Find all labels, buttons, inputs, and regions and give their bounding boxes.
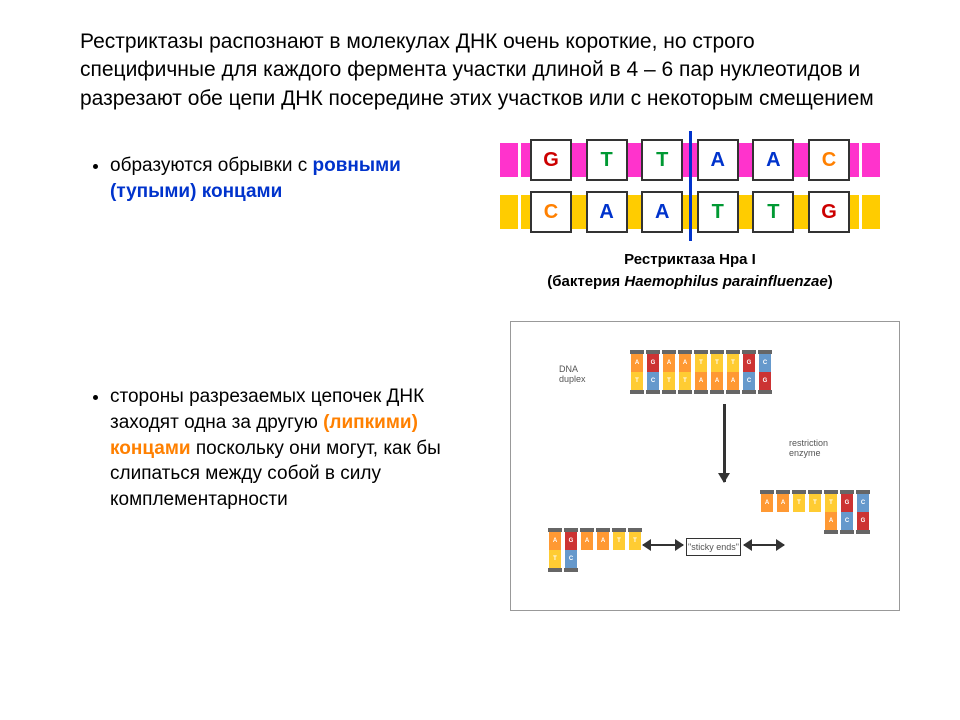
base-box: A [641,191,683,233]
base-pair: AT [580,528,594,572]
base-pair: CG [856,490,870,534]
arrow-left-icon [643,544,683,546]
base-pair: TA [824,490,838,534]
base-pair: TA [726,350,740,394]
helix-fragment-right: ATATTATATAGCCG [759,490,871,534]
label-restriction-enzyme: restrictionenzyme [789,438,828,458]
diagrams-column: GTTAAC CAATTG Рестриктаза Hpa I (бактери… [480,123,900,611]
base-box: T [641,139,683,181]
content-area: образуются обрывки с ровными (тупыми) ко… [0,123,960,611]
base-pair: AT [760,490,774,534]
bullet-sticky-ends: стороны разрезаемых цепочек ДНК заходят … [110,384,480,512]
caption-bacterium: (бактерия Haemophilus parainfluenzae) [500,273,880,290]
base-pair: TA [792,490,806,534]
base-box: A [752,139,794,181]
base-box: C [530,191,572,233]
base-box: G [530,139,572,181]
base-pair: AT [776,490,790,534]
arrow-down-icon [723,404,726,482]
base-box: G [808,191,850,233]
base-pair: GC [840,490,854,534]
bullets-column: образуются обрывки с ровными (тупыми) ко… [90,123,480,611]
base-box: A [586,191,628,233]
base-box: T [586,139,628,181]
diagram-blunt-cut: GTTAAC CAATTG Рестриктаза Hpa I (бактери… [500,133,880,283]
base-pair: AT [630,350,644,394]
helix-full: ATGCATATTATATAGCCG [629,350,819,394]
base-pair: GC [564,528,578,572]
base-pair: GC [742,350,756,394]
base-pair: TA [710,350,724,394]
base-pair: AT [596,528,610,572]
base-pair: TA [628,528,642,572]
base-box: C [808,139,850,181]
label-dna-duplex: DNAduplex [559,364,586,384]
label-sticky-ends: "sticky ends" [686,538,741,556]
base-pair: GC [646,350,660,394]
bullet-blunt-ends: образуются обрывки с ровными (тупыми) ко… [110,153,480,204]
cut-line [689,131,692,241]
base-pair: TA [808,490,822,534]
base-pair: CG [758,350,772,394]
base-pair: AT [662,350,676,394]
base-pair: AT [678,350,692,394]
arrow-right-icon [744,544,784,546]
header-text: Рестриктазы распознают в молекулах ДНК о… [0,0,960,123]
base-pair: AT [548,528,562,572]
helix-fragment-left: ATGCATATTATA [547,528,643,572]
diagram-sticky-ends: DNAduplex restrictionenzyme ATGCATATTATA… [510,321,900,611]
base-pair: TA [694,350,708,394]
caption-enzyme: Рестриктаза Hpa I [500,251,880,268]
base-box: T [752,191,794,233]
base-box: T [697,191,739,233]
bullet1-pre: образуются обрывки с [110,155,313,176]
base-pair: TA [612,528,626,572]
base-box: A [697,139,739,181]
